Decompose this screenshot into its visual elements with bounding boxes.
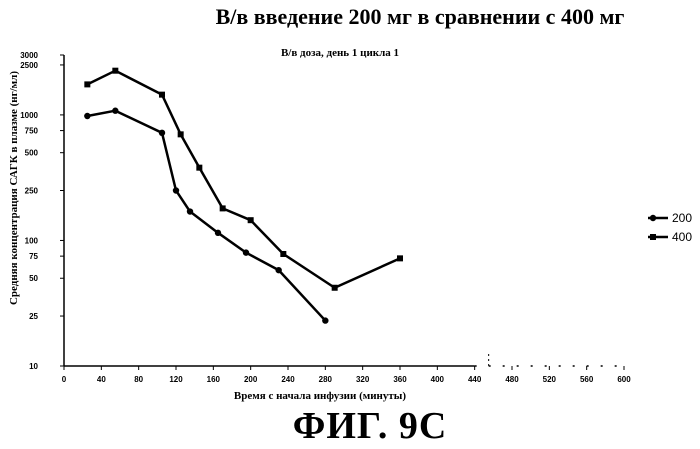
x-tick-label: 480 [505,375,519,384]
data-point-200 [186,208,194,215]
data-point-200 [242,249,250,256]
data-point-400 [219,205,226,212]
data-point-400 [247,217,254,224]
x-tick-label: 400 [431,375,445,384]
y-tick-label: 250 [25,186,39,195]
x-tick-label: 360 [393,375,407,384]
y-tick-label: 100 [25,236,39,245]
legend-marker-200 [649,214,657,222]
data-point-200 [112,107,119,114]
x-tick-label: 520 [543,375,557,384]
data-point-400 [280,250,287,257]
series-line-400 [86,69,401,290]
data-point-400 [331,284,338,291]
data-point-400 [397,255,403,262]
data-point-200 [172,187,180,194]
data-point-400 [112,67,119,74]
y-tick-label: 500 [25,149,39,158]
x-tick-label: 160 [207,375,221,384]
x-tick-label: 240 [281,375,295,384]
x-tick-label: 80 [134,375,143,384]
legend-label-200: 200 [672,211,692,225]
x-tick-label: 0 [62,375,67,384]
legend-marker-400 [650,234,656,240]
data-point-200 [275,266,282,274]
x-axis-label: Время с начала инфузии (минуты) [233,390,407,402]
x-tick-label: 200 [244,375,258,384]
y-tick-label: 75 [29,252,38,261]
data-point-400 [196,164,203,171]
data-point-400 [177,131,184,138]
data-point-200 [214,229,222,237]
series-line-200 [87,109,327,322]
x-tick-label: 40 [97,375,106,384]
chart-title: В/в введение 200 мг в сравнении с 400 мг [215,4,625,29]
x-tick-label: 600 [617,375,631,384]
figure-label: ФИГ. 9С [292,405,448,447]
data-point-400 [159,91,165,98]
data-point-200 [158,129,166,137]
x-tick-label: 120 [169,375,183,384]
y-tick-label: 10 [29,362,38,371]
y-tick-label: 50 [29,274,38,283]
y-tick-label: 3000 [20,51,38,60]
y-tick-label: 25 [29,312,38,321]
x-tick-label: 560 [580,375,594,384]
data-point-400 [84,81,91,88]
legend-label-400: 400 [672,230,692,244]
y-tick-label: 1000 [20,111,38,120]
data-point-200 [84,112,91,120]
x-tick-label: 440 [468,375,482,384]
x-tick-label: 280 [319,375,333,384]
y-tick-label: 2500 [20,61,38,70]
data-point-200 [322,317,329,324]
chart-subtitle: В/в доза, день 1 цикла 1 [280,47,400,59]
y-tick-label: 750 [25,127,39,136]
x-tick-label: 320 [356,375,370,384]
